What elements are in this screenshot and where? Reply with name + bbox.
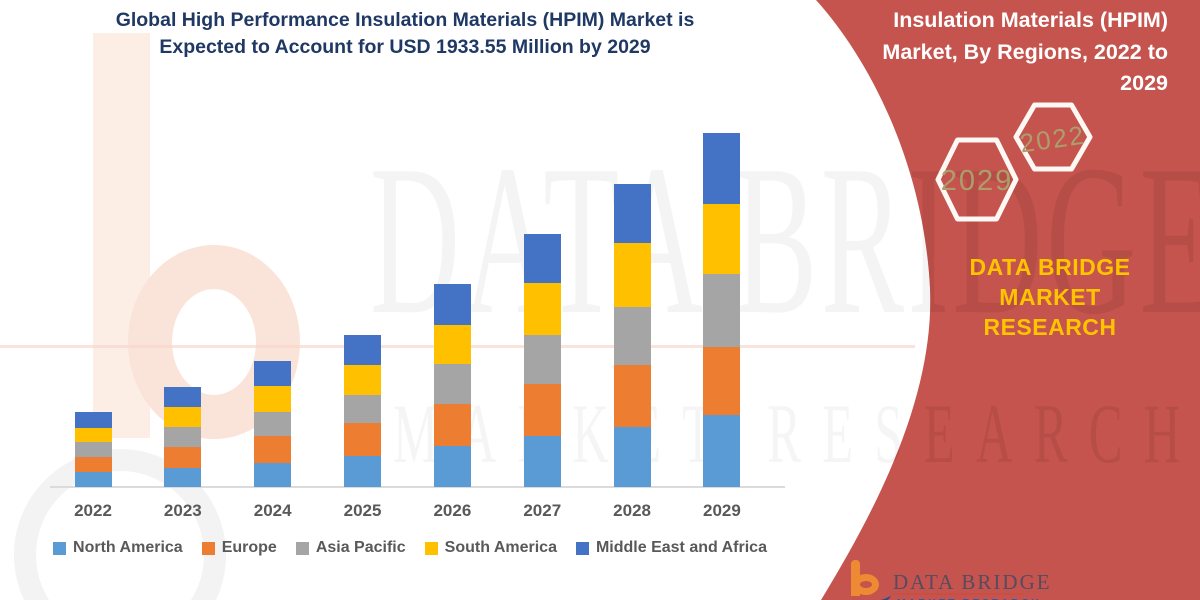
legend-swatch-north-america	[53, 541, 67, 555]
footer-logo-b-bowl-icon	[853, 574, 879, 595]
legend-item-europe: Europe	[201, 539, 277, 557]
bar-2026-middle-east-and-africa	[433, 284, 471, 325]
bar-2024-north-america	[254, 463, 292, 487]
side-panel-shape	[816, 0, 1200, 600]
watermark-b-logo-bowl	[128, 245, 300, 439]
x-label-2029: 2029	[703, 501, 741, 520]
chart-legend: North America Europe Asia Pacific South Ame…	[40, 539, 780, 557]
bar-2025-south-america	[344, 365, 382, 395]
bar-2022-north-america	[74, 472, 112, 487]
bar-2024-europe	[254, 436, 292, 463]
bar-2027-south-america	[523, 283, 561, 335]
legend-label-europe: Europe	[221, 539, 277, 556]
bar-2022-europe	[74, 457, 112, 472]
bar-2027-north-america	[523, 436, 561, 487]
x-label-2026: 2026	[433, 501, 472, 520]
x-label-2028: 2028	[613, 501, 651, 520]
watermark-text-line2-on-panel: MARKET RESEARCH	[393, 388, 1200, 481]
bar-2023-north-america	[164, 468, 202, 487]
bar-2022-middle-east-and-africa	[74, 412, 112, 428]
chart-title-line1: Global High Performance Insulation Mater…	[115, 9, 695, 31]
watermark-ring	[14, 449, 226, 600]
bar-2029-asia-pacific	[703, 274, 741, 347]
watermark-text-line1-on-panel: DATA BRIDGE	[370, 121, 1200, 360]
bar-2029-south-america	[703, 204, 741, 274]
bar-2026-north-america	[433, 446, 471, 487]
legend-label-middle-east-and-africa: Middle East and Africa	[595, 539, 767, 556]
legend-item-south-america: South America	[424, 539, 557, 557]
footer-logo-sub-text: MARKET RESEARCH	[897, 597, 1041, 600]
bar-2026-asia-pacific	[433, 364, 471, 404]
x-axis-line	[50, 486, 785, 488]
legend-item-asia-pacific: Asia Pacific	[295, 539, 406, 557]
x-label-2027: 2027	[523, 501, 562, 520]
bar-2029-europe	[703, 347, 741, 415]
legend-item-middle-east-and-africa: Middle East and Africa	[575, 539, 767, 557]
hexagon-badge-2022	[1013, 102, 1093, 172]
bar-2024-asia-pacific	[254, 412, 292, 436]
hexagon-badge-2029	[935, 137, 1019, 222]
bar-2028-asia-pacific	[613, 307, 651, 365]
x-label-2024: 2024	[253, 501, 292, 520]
chart-title: Global High Performance Insulation Mater…	[45, 7, 765, 61]
x-label-2025: 2025	[343, 501, 382, 520]
bar-2023-europe	[164, 447, 202, 468]
legend-item-north-america: North America	[53, 539, 183, 557]
bar-2026-europe	[433, 404, 471, 446]
legend-label-north-america: North America	[73, 539, 183, 556]
bar-2025-europe	[344, 423, 382, 456]
legend-label-asia-pacific: Asia Pacific	[315, 539, 406, 556]
bar-2028-north-america	[613, 427, 651, 487]
bar-2029-north-america	[703, 415, 741, 487]
bar-2028-europe	[613, 365, 651, 427]
bar-2028-south-america	[613, 243, 651, 307]
legend-label-south-america: South America	[444, 539, 557, 556]
chart-title-line2: Expected to Account for USD 1933.55 Mill…	[159, 36, 651, 58]
bar-2028-middle-east-and-africa	[613, 184, 651, 243]
legend-swatch-south-america	[424, 541, 438, 555]
bar-2023-asia-pacific	[164, 427, 202, 447]
bar-2022-asia-pacific	[74, 442, 112, 457]
bar-2027-asia-pacific	[523, 335, 561, 384]
legend-swatch-middle-east-and-africa	[575, 541, 589, 555]
bar-2023-south-america	[164, 407, 202, 427]
bar-2025-north-america	[344, 456, 382, 487]
footer-logo: DATA BRIDGE MARKET RESEARCH	[844, 558, 1095, 600]
bar-2022-south-america	[74, 428, 112, 442]
bar-2027-europe	[523, 384, 561, 436]
footer-logo-brand-text: DATA BRIDGE	[893, 570, 1052, 594]
hexagon-label-2029: 2029	[941, 165, 1014, 197]
legend-swatch-europe	[201, 541, 215, 555]
footer-logo-underline	[893, 593, 1024, 595]
x-label-2022: 2022	[74, 501, 112, 520]
legend-swatch-asia-pacific	[295, 541, 309, 555]
bar-2024-middle-east-and-africa	[254, 361, 292, 386]
bar-2027-middle-east-and-africa	[523, 234, 561, 283]
bar-2025-asia-pacific	[344, 395, 382, 423]
bar-2025-middle-east-and-africa	[344, 335, 382, 365]
bar-2023-middle-east-and-africa	[164, 387, 202, 407]
bar-2026-south-america	[433, 325, 471, 364]
x-label-2023: 2023	[163, 501, 202, 520]
bar-2024-south-america	[254, 386, 292, 412]
bar-2029-middle-east-and-africa	[703, 133, 741, 204]
